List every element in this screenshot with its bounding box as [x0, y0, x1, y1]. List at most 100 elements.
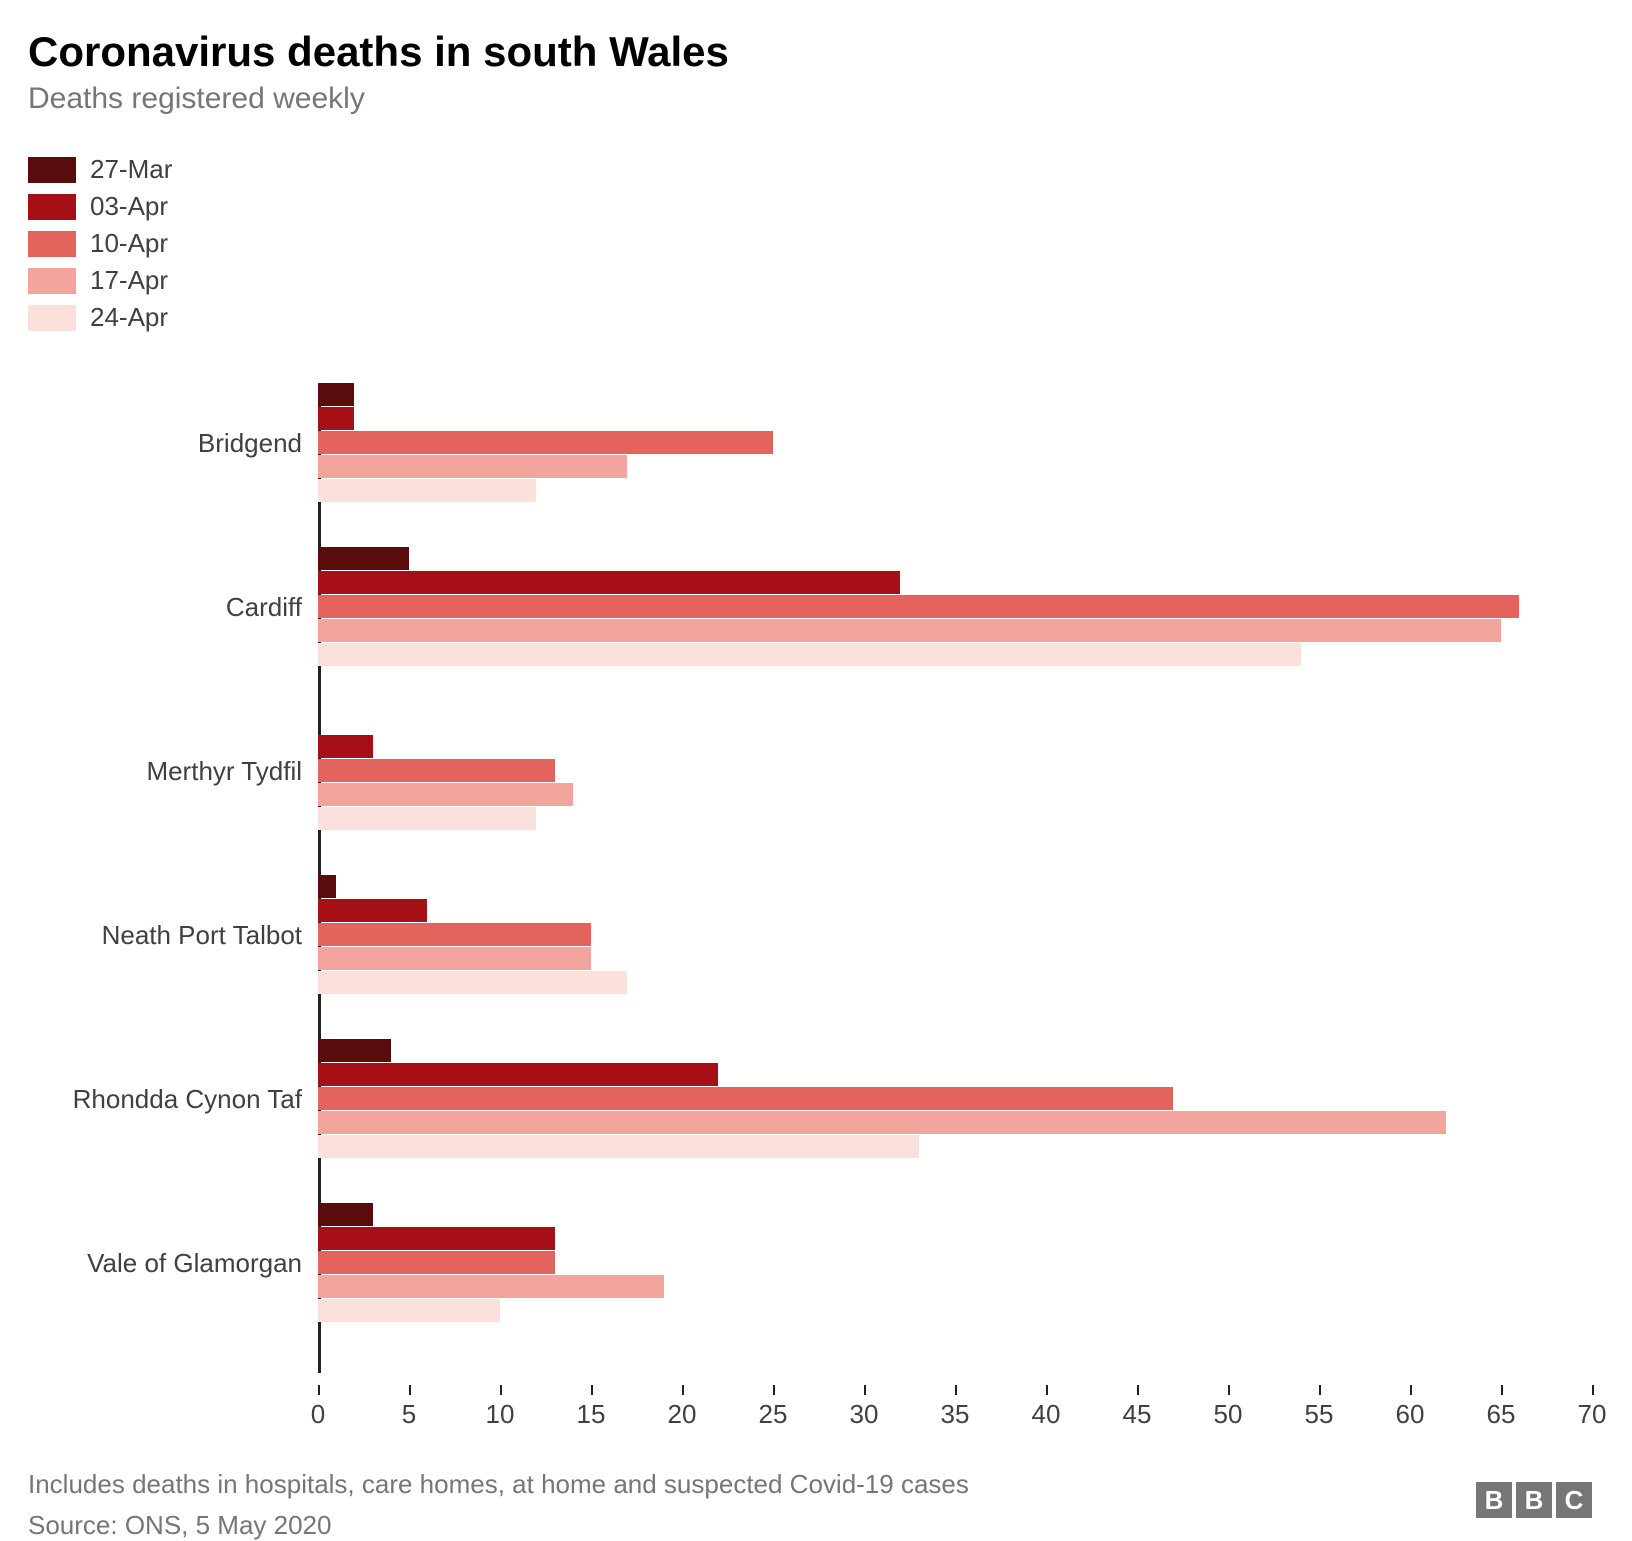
bar — [318, 1251, 555, 1274]
bar — [318, 1039, 391, 1062]
legend-swatch — [28, 157, 76, 183]
x-tick-label: 55 — [1305, 1399, 1334, 1430]
category-label: Neath Port Talbot — [28, 920, 302, 951]
x-tick-line — [1501, 1385, 1503, 1395]
x-tick: 45 — [1137, 1385, 1139, 1395]
x-tick-line — [409, 1385, 411, 1395]
bar — [318, 571, 900, 594]
bar — [318, 735, 373, 758]
x-tick: 70 — [1592, 1385, 1594, 1395]
x-tick: 50 — [1228, 1385, 1230, 1395]
legend-item: 10-Apr — [28, 228, 1592, 259]
legend-label: 10-Apr — [90, 228, 168, 259]
category-label: Vale of Glamorgan — [28, 1248, 302, 1279]
x-tick: 35 — [955, 1385, 957, 1395]
bar — [318, 1063, 718, 1086]
x-tick: 30 — [864, 1385, 866, 1395]
legend-item: 24-Apr — [28, 302, 1592, 333]
x-tick-label: 60 — [1396, 1399, 1425, 1430]
x-tick-line — [1592, 1385, 1594, 1395]
legend-swatch — [28, 305, 76, 331]
legend-label: 27-Mar — [90, 154, 172, 185]
bar — [318, 383, 354, 406]
bar — [318, 759, 555, 782]
footnote: Includes deaths in hospitals, care homes… — [28, 1469, 1592, 1500]
bar — [318, 807, 536, 830]
x-tick-line — [682, 1385, 684, 1395]
legend-label: 24-Apr — [90, 302, 168, 333]
bar — [318, 431, 773, 454]
x-tick-label: 0 — [311, 1399, 325, 1430]
bar — [318, 783, 573, 806]
bar — [318, 971, 627, 994]
legend-swatch — [28, 268, 76, 294]
bar — [318, 1087, 1173, 1110]
bar — [318, 643, 1301, 666]
logo-letter: C — [1556, 1482, 1592, 1518]
bbc-logo: BBC — [1476, 1482, 1592, 1518]
x-tick-label: 30 — [850, 1399, 879, 1430]
x-tick-line — [1046, 1385, 1048, 1395]
x-tick-label: 20 — [668, 1399, 697, 1430]
bar — [318, 619, 1501, 642]
bar — [318, 1227, 555, 1250]
bar — [318, 1275, 664, 1298]
x-tick-label: 25 — [759, 1399, 788, 1430]
chart-subtitle: Deaths registered weekly — [28, 82, 1592, 116]
logo-letter: B — [1516, 1482, 1552, 1518]
x-tick: 40 — [1046, 1385, 1048, 1395]
category-label: Rhondda Cynon Taf — [28, 1084, 302, 1115]
bar — [318, 455, 627, 478]
category-label: Merthyr Tydfil — [28, 756, 302, 787]
bar — [318, 595, 1519, 618]
plot-area: BridgendCardiffMerthyr TydfilNeath Port … — [318, 383, 1592, 1373]
bar — [318, 1299, 500, 1322]
x-tick: 55 — [1319, 1385, 1321, 1395]
x-tick: 15 — [591, 1385, 593, 1395]
bar — [318, 947, 591, 970]
x-tick: 65 — [1501, 1385, 1503, 1395]
legend-item: 27-Mar — [28, 154, 1592, 185]
x-tick-label: 50 — [1214, 1399, 1243, 1430]
x-tick: 5 — [409, 1385, 411, 1395]
bar — [318, 1203, 373, 1226]
x-tick-line — [318, 1385, 320, 1395]
x-tick-line — [955, 1385, 957, 1395]
chart-container: Coronavirus deaths in south Wales Deaths… — [0, 0, 1632, 1540]
x-tick-label: 70 — [1578, 1399, 1607, 1430]
source-line: Source: ONS, 5 May 2020 — [28, 1510, 1592, 1541]
legend-item: 17-Apr — [28, 265, 1592, 296]
logo-letter: B — [1476, 1482, 1512, 1518]
x-tick-label: 15 — [577, 1399, 606, 1430]
bar — [318, 875, 336, 898]
x-tick-label: 5 — [402, 1399, 416, 1430]
x-tick: 10 — [500, 1385, 502, 1395]
bar — [318, 1135, 919, 1158]
x-tick-label: 45 — [1123, 1399, 1152, 1430]
x-tick: 20 — [682, 1385, 684, 1395]
x-tick: 0 — [318, 1385, 320, 1395]
chart-title: Coronavirus deaths in south Wales — [28, 28, 1592, 76]
x-tick-line — [1410, 1385, 1412, 1395]
legend: 27-Mar 03-Apr 10-Apr 17-Apr 24-Apr — [28, 154, 1592, 333]
legend-swatch — [28, 231, 76, 257]
x-tick: 25 — [773, 1385, 775, 1395]
legend-label: 17-Apr — [90, 265, 168, 296]
category-label: Bridgend — [28, 428, 302, 459]
x-tick-label: 40 — [1032, 1399, 1061, 1430]
x-tick-line — [773, 1385, 775, 1395]
x-tick-label: 10 — [486, 1399, 515, 1430]
x-tick-line — [591, 1385, 593, 1395]
bar — [318, 1111, 1446, 1134]
legend-swatch — [28, 194, 76, 220]
category-label: Cardiff — [28, 592, 302, 623]
x-tick-label: 35 — [941, 1399, 970, 1430]
legend-label: 03-Apr — [90, 191, 168, 222]
x-tick-line — [1137, 1385, 1139, 1395]
x-tick: 60 — [1410, 1385, 1412, 1395]
x-tick-line — [1319, 1385, 1321, 1395]
bar — [318, 923, 591, 946]
bar — [318, 479, 536, 502]
chart-area: Bridgend Cardiff Merthyr Tydfil Neath Port … — [28, 383, 1592, 1435]
bar — [318, 547, 409, 570]
